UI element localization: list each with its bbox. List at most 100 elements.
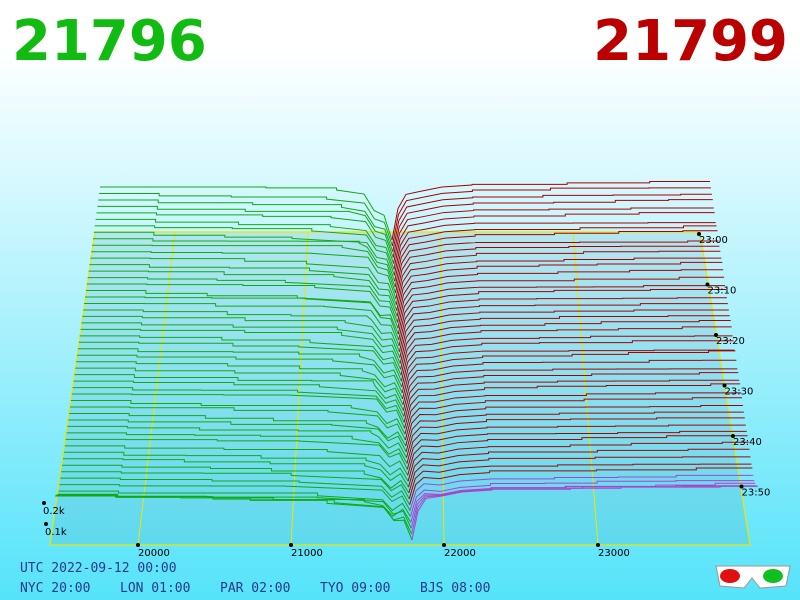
ask-depth-line [408,463,752,499]
tick-dot [442,543,446,547]
price-label: 20000 [138,548,170,559]
tick-dot [42,501,46,505]
bid-depth-line [88,270,398,317]
zone-time: PAR 02:00 [220,581,290,596]
ask-depth-line [402,359,737,405]
bid-depth-line [76,361,404,400]
bid-depth-line [62,458,409,488]
ask-depth-line [403,379,740,423]
bid-depth-line [93,231,396,282]
bid-depth-line [55,495,413,541]
ask-depth-line [408,456,751,494]
ask-depth-line [393,212,715,270]
bid-depth-line [73,380,405,417]
3d-glasses-icon [715,565,791,589]
bid-depth-line [59,484,411,511]
zone-time: TYO 09:00 [320,581,390,596]
bid-depth-line [69,412,407,447]
ask-depth-line [406,430,747,470]
bid-depth-line [99,192,393,247]
volume-label: 0.1k [45,527,67,538]
bid-depth-line [70,400,406,435]
bid-depth-line [85,290,399,335]
ask-depth-line [409,480,755,517]
ask-depth-line [409,474,754,511]
bid-depth-line [78,341,402,382]
ask-depth-line [406,424,746,464]
ask-depth-line [393,222,716,276]
bid-depth-line [81,322,401,364]
ask-depth-line [404,392,742,435]
ask-depth-line [398,303,728,352]
ask-depth-line [401,349,735,394]
volume-label: 0.2k [43,506,65,517]
ask-depth-line [409,467,753,505]
ask-depth-line [395,240,719,294]
ask-depth-line [403,372,739,417]
ask-price: 21799 [593,9,788,74]
bid-depth-line [63,451,409,482]
bid-depth-line [77,354,403,394]
ask-depth-line [398,297,727,346]
ask-depth-line [407,448,750,488]
bid-depth-line [97,205,394,258]
bid-depth-line [61,471,410,500]
tick-dot [722,383,727,388]
ask-depth-line [392,199,713,258]
ask-depth-line [405,405,743,447]
ask-depth-line [402,368,738,411]
bid-depth-line [92,244,397,294]
ask-depth-line [396,257,722,311]
ask-depth-line [394,230,718,288]
ask-depth-line [399,309,729,358]
tick-dot [731,434,735,438]
bid-depth-line [90,257,397,305]
ask-depth-line [393,207,714,264]
tick-dot [697,232,701,236]
time-label: 23:10 [708,286,737,297]
ask-depth-line [400,335,733,382]
time-label: 23:20 [716,336,745,347]
ask-depth-line [391,180,710,241]
ask-depth-line [397,285,726,335]
bid-depth-line [70,406,406,441]
bid-depth-line [80,328,402,370]
bid-depth-line [58,490,411,517]
ask-depth-line [395,250,721,305]
ask-depth-line [411,485,758,535]
zone-time: LON 01:00 [120,581,190,596]
bid-depth-line [82,315,401,358]
price-label: 23000 [598,548,630,559]
tick-dot [705,282,710,287]
time-zones: NYC 20:00 LON 01:00 PAR 02:00 TYO 09:00 BJS … [20,581,490,596]
bid-price: 21796 [12,9,207,74]
ask-depth-line [404,397,742,441]
bid-depth-line [95,218,395,270]
bid-depth-line [62,464,410,494]
ask-depth-line [407,435,748,476]
bid-depth-line [92,238,396,288]
bid-depth-line [87,277,398,323]
ask-depth-line [407,441,749,482]
ask-depth-line [400,320,731,370]
ask-depth-line [392,193,712,252]
tick-dot [714,333,718,337]
tick-dot [739,484,744,489]
bid-depth-line [75,367,404,405]
bid-depth-line [84,302,400,347]
ask-depth-line [399,315,730,364]
bid-depth-line [60,477,411,505]
ask-depth-line [406,417,745,458]
bid-depth-line [98,199,394,252]
tick-dot [136,543,140,547]
ask-depth-line [400,326,732,376]
ask-depth-line [397,276,725,329]
bid-depth-line [100,186,393,241]
bid-depth-line [83,309,400,352]
bid-depth-line [66,432,408,464]
ask-depth-line [397,269,724,323]
bid-depth-line [79,335,402,376]
ask-depth-line [401,340,734,388]
floor-line [572,231,599,546]
